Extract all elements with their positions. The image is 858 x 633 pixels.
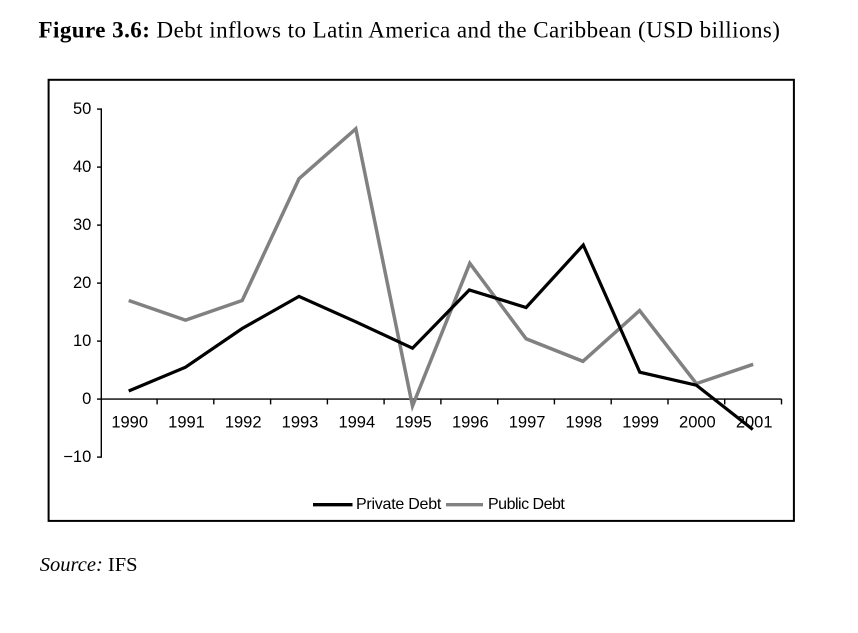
svg-text:1993: 1993 bbox=[282, 414, 319, 432]
svg-text:40: 40 bbox=[73, 158, 91, 176]
svg-text:1992: 1992 bbox=[225, 414, 262, 432]
svg-text:1995: 1995 bbox=[395, 414, 432, 432]
svg-text:1990: 1990 bbox=[111, 414, 148, 432]
svg-text:2000: 2000 bbox=[679, 414, 716, 432]
svg-text:0: 0 bbox=[82, 390, 91, 408]
svg-text:Source: IFS: Source: IFS bbox=[40, 554, 138, 576]
svg-text:1991: 1991 bbox=[168, 414, 205, 432]
svg-text:30: 30 bbox=[73, 216, 91, 234]
svg-text:1998: 1998 bbox=[566, 414, 603, 432]
svg-text:Public Debt: Public Debt bbox=[488, 496, 565, 513]
svg-text:Figure 3.6: Debt inflows to La: Figure 3.6: Debt inflows to Latin Americ… bbox=[39, 18, 781, 43]
svg-text:1996: 1996 bbox=[452, 414, 489, 432]
svg-text:1999: 1999 bbox=[622, 414, 659, 432]
svg-text:10: 10 bbox=[73, 332, 91, 350]
svg-text:50: 50 bbox=[73, 100, 91, 118]
svg-text:Private Debt: Private Debt bbox=[356, 496, 442, 513]
svg-text:1997: 1997 bbox=[509, 414, 546, 432]
svg-text:1994: 1994 bbox=[338, 414, 375, 432]
svg-text:2001: 2001 bbox=[736, 414, 773, 432]
svg-text:−10: −10 bbox=[63, 448, 91, 466]
svg-text:20: 20 bbox=[73, 274, 91, 292]
